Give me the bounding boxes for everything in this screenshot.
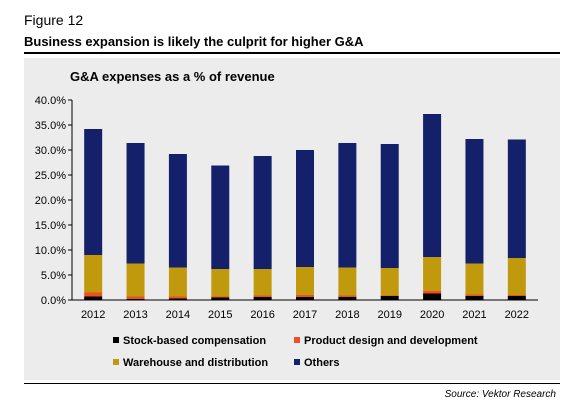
y-tick-label: 35.0% [35, 120, 66, 132]
bar-segment [507, 295, 526, 296]
bar-segment [126, 263, 145, 297]
bar-segment [338, 267, 357, 296]
bar-segment [126, 143, 145, 264]
x-tick-label: 2019 [377, 309, 401, 321]
bar-segment [84, 129, 103, 255]
bar-segment [380, 144, 399, 268]
chart-panel: G&A expenses as a % of revenue 0.0% 5.0% 1… [24, 58, 560, 380]
y-tick-label: 40.0% [35, 95, 66, 107]
legend-swatch [113, 359, 119, 365]
legend: Stock-based compensation Product design a… [113, 335, 478, 369]
legend-swatch [294, 337, 300, 343]
bar-segment [423, 291, 442, 294]
headline-rule [24, 52, 560, 54]
x-tick-label: 2021 [462, 309, 486, 321]
legend-label: Others [304, 357, 339, 369]
bar-segment [211, 165, 230, 269]
bar-segment [465, 263, 484, 295]
bar-segment [253, 156, 272, 269]
bar-segment [211, 269, 230, 297]
bar-segment [338, 297, 357, 300]
bar-segment [465, 296, 484, 300]
bar-segment [84, 255, 103, 293]
bar-segment [211, 297, 230, 300]
legend-label: Stock-based compensation [123, 335, 266, 347]
y-tick-label: 20.0% [35, 195, 66, 207]
bar-segment [253, 297, 272, 300]
bar-segment [423, 293, 442, 300]
bar-segment [338, 295, 357, 297]
bar-segment [296, 295, 314, 297]
bar-segment [507, 258, 526, 295]
bar-segment [380, 295, 399, 296]
bar-segment [296, 267, 314, 295]
y-tick-label: 5.0% [41, 270, 66, 282]
x-tick-label: 2016 [250, 309, 274, 321]
chart-title: G&A expenses as a % of revenue [70, 69, 275, 84]
x-tick-label: 2014 [166, 309, 190, 321]
legend-swatch [113, 337, 119, 343]
source-note: Source: Vektor Research [444, 389, 556, 400]
bar-segment [507, 139, 526, 258]
bar-segment [296, 150, 314, 267]
bar-segment [253, 269, 272, 296]
bar-segment [168, 154, 187, 268]
bar-segment [423, 257, 442, 291]
bar-segment [380, 296, 399, 300]
stacked-bar-chart: G&A expenses as a % of revenue 0.0% 5.0% 1… [35, 69, 538, 369]
bar-segment [296, 297, 314, 300]
figure-label: Figure 12 [24, 12, 84, 28]
bar-segment [126, 296, 145, 299]
bar-segment [168, 296, 187, 299]
bar-segment [380, 268, 399, 296]
bars [84, 114, 526, 300]
x-tick-label: 2017 [293, 309, 317, 321]
bar-segment [168, 298, 187, 300]
bar-segment [423, 114, 442, 257]
y-axis: 0.0% 5.0% 10.0% 15.0% 20.0% 25.0% 30.0% 35.0% 40… [35, 95, 73, 307]
x-axis: 2012 2013 2014 2015 2016 2017 2018 2019 2020 2021… [72, 299, 538, 321]
bottom-rule [24, 383, 560, 384]
y-tick-label: 10.0% [35, 245, 66, 257]
bar-segment [168, 267, 187, 297]
bar-segment [84, 292, 103, 297]
y-tick-label: 25.0% [35, 170, 66, 182]
y-tick-label: 30.0% [35, 145, 66, 157]
bar-segment [253, 295, 272, 297]
bar-segment [84, 296, 103, 300]
bar-segment [465, 294, 484, 296]
x-tick-label: 2020 [420, 309, 444, 321]
y-tick-label: 15.0% [35, 220, 66, 232]
x-tick-label: 2022 [505, 309, 529, 321]
x-tick-label: 2018 [335, 309, 359, 321]
headline: Business expansion is likely the culprit… [24, 34, 364, 49]
legend-swatch [294, 359, 300, 365]
x-tick-label: 2012 [81, 309, 105, 321]
bar-segment [338, 143, 357, 268]
x-tick-label: 2015 [208, 309, 232, 321]
bar-segment [507, 296, 526, 300]
x-tick-label: 2013 [123, 309, 147, 321]
y-tick-label: 0.0% [41, 295, 66, 307]
bar-segment [465, 139, 484, 264]
bar-segment [211, 296, 230, 298]
legend-label: Warehouse and distribution [123, 357, 268, 369]
legend-label: Product design and development [304, 335, 478, 347]
